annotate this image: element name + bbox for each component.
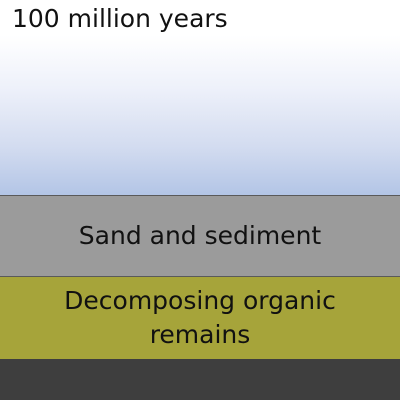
sky-layer: 100 million years	[0, 0, 400, 195]
organic-remains-label: Decomposing organic remains	[64, 286, 336, 349]
timeline-label: 100 million years	[12, 4, 228, 33]
sand-sediment-label: Sand and sediment	[78, 221, 322, 250]
organic-remains-layer: Decomposing organic remains	[0, 277, 400, 359]
bedrock-layer	[0, 359, 400, 400]
sand-sediment-layer: Sand and sediment	[0, 195, 400, 277]
